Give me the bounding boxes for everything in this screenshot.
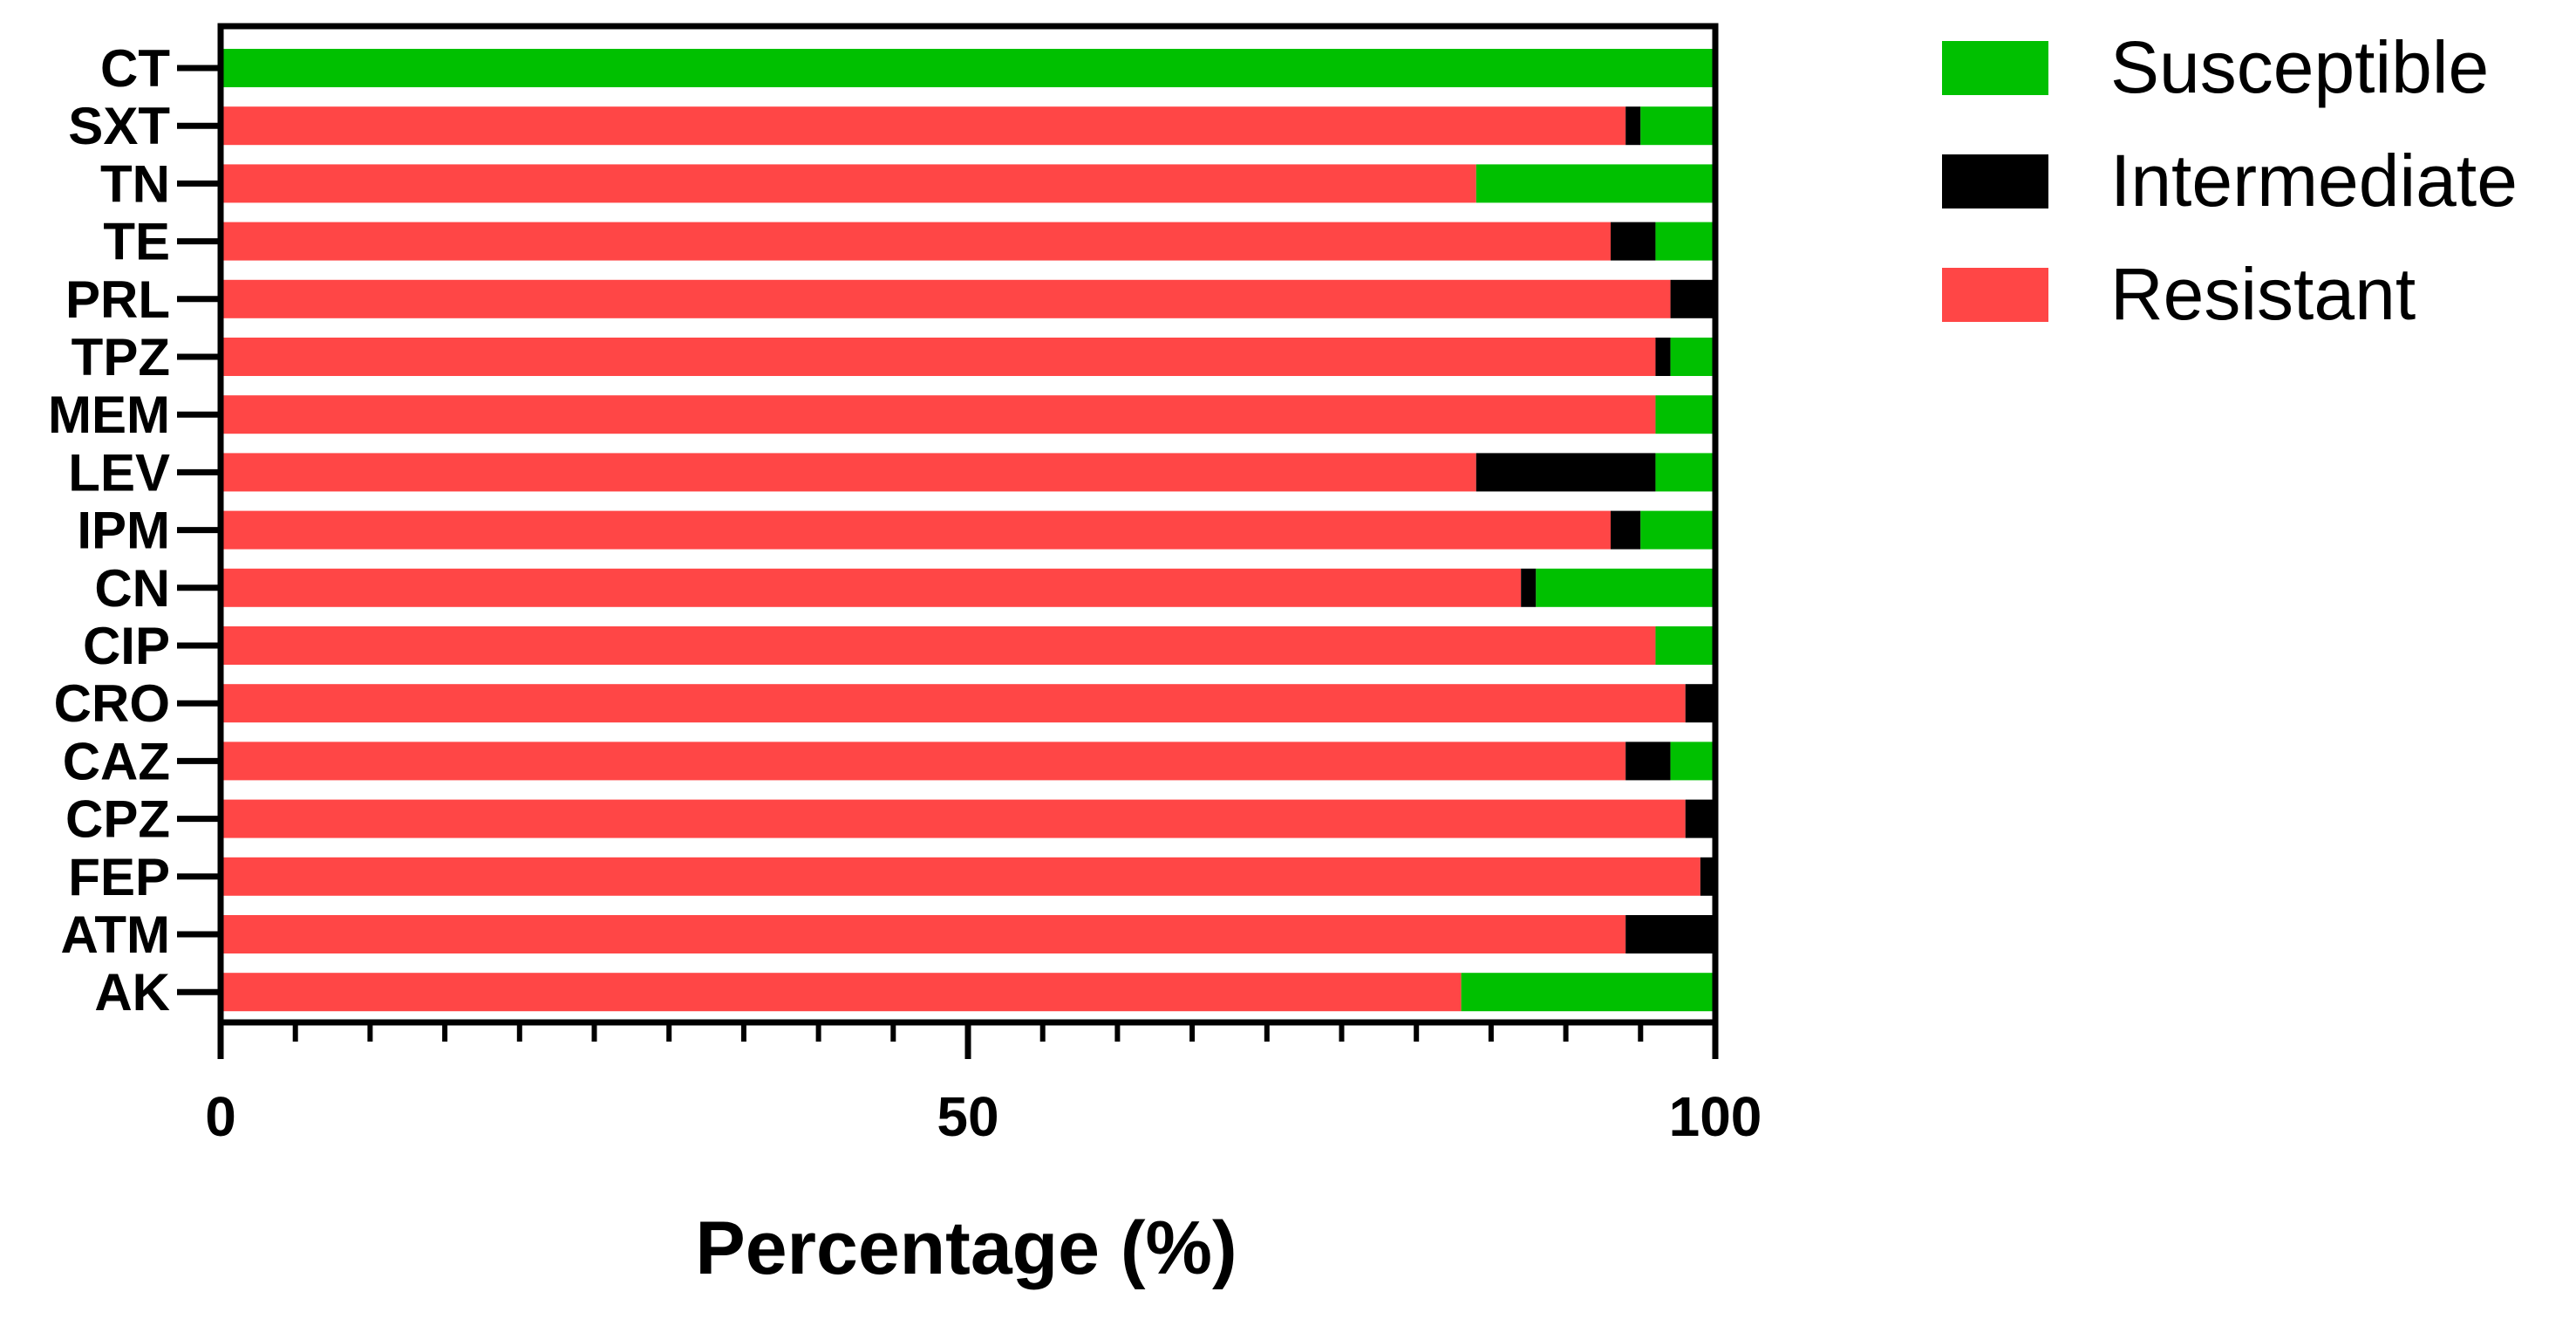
- legend-label-susceptible: Susceptible: [2110, 26, 2489, 108]
- y-tick-label-cip: CIP: [83, 617, 170, 675]
- bar-cpz-resistant: [221, 799, 1686, 838]
- y-tick-label-tn: TN: [100, 154, 170, 213]
- x-tick-labels: 0 50 100: [205, 1085, 1762, 1148]
- bar-cn-resistant: [221, 568, 1522, 607]
- legend-swatch-intermediate: [1942, 154, 2048, 208]
- legend: Susceptible Intermediate Resistant: [1942, 26, 2518, 335]
- y-tick-label-cn: CN: [94, 559, 170, 618]
- bar-caz-resistant: [221, 742, 1626, 781]
- bar-prl-intermediate: [1670, 279, 1715, 318]
- y-tick-label-cpz: CPZ: [65, 790, 170, 849]
- bar-cn-susceptible: [1536, 568, 1715, 607]
- bar-ipm-susceptible: [1640, 510, 1715, 550]
- bar-ipm-resistant: [221, 510, 1612, 550]
- bar-cro-intermediate: [1685, 684, 1715, 723]
- legend-swatch-resistant: [1942, 268, 2048, 322]
- legend-label-resistant: Resistant: [2110, 253, 2416, 335]
- bar-caz-intermediate: [1625, 742, 1671, 781]
- y-tick-label-te: TE: [103, 213, 170, 271]
- bar-mem-resistant: [221, 395, 1656, 434]
- bar-tpz-resistant: [221, 338, 1656, 376]
- x-tick-label-50: 50: [937, 1085, 998, 1148]
- bar-tn-resistant: [221, 164, 1476, 203]
- bar-te-susceptible: [1655, 222, 1715, 261]
- bar-ipm-intermediate: [1611, 510, 1641, 550]
- y-tick-label-atm: ATM: [60, 906, 170, 964]
- bars-layer: [221, 49, 1715, 1012]
- y-tick-label-fep: FEP: [68, 848, 170, 906]
- axes-layer: [177, 23, 1719, 1059]
- bar-lev-susceptible: [1655, 453, 1715, 492]
- bar-tpz-susceptible: [1670, 338, 1715, 376]
- bar-lev-intermediate: [1475, 453, 1656, 492]
- y-tick-label-lev: LEV: [68, 443, 170, 502]
- bar-ct-susceptible: [221, 49, 1715, 87]
- bar-sxt-resistant: [221, 106, 1626, 146]
- bar-lev-resistant: [221, 453, 1476, 492]
- bar-ak-resistant: [221, 973, 1462, 1012]
- y-tick-label-sxt: SXT: [68, 97, 170, 155]
- bar-te-intermediate: [1611, 222, 1656, 261]
- y-tick-label-cro: CRO: [54, 674, 170, 733]
- bar-atm-resistant: [221, 915, 1626, 953]
- x-axis-title: Percentage (%): [695, 1206, 1237, 1290]
- bar-sxt-intermediate: [1625, 106, 1641, 146]
- bar-caz-susceptible: [1670, 742, 1715, 781]
- bar-cn-intermediate: [1521, 568, 1537, 607]
- x-tick-label-0: 0: [205, 1085, 236, 1148]
- bar-tn-susceptible: [1475, 164, 1715, 203]
- bar-ak-susceptible: [1461, 973, 1715, 1012]
- bar-atm-intermediate: [1625, 915, 1715, 953]
- bar-cpz-intermediate: [1685, 799, 1715, 838]
- bar-prl-resistant: [221, 279, 1671, 318]
- bar-fep-intermediate: [1700, 857, 1715, 896]
- y-tick-labels: CTSXTTNTEPRLTPZMEMLEVIPMCNCIPCROCAZCPZFE…: [48, 39, 170, 1022]
- legend-swatch-susceptible: [1942, 41, 2048, 95]
- x-tick-label-100: 100: [1669, 1085, 1762, 1148]
- bar-te-resistant: [221, 222, 1612, 261]
- y-tick-label-ipm: IPM: [77, 502, 170, 560]
- y-tick-label-ct: CT: [100, 39, 170, 98]
- bar-cip-susceptible: [1655, 626, 1715, 665]
- bar-mem-susceptible: [1655, 395, 1715, 434]
- bar-tpz-intermediate: [1655, 338, 1671, 376]
- bar-cip-resistant: [221, 626, 1656, 665]
- bar-cro-resistant: [221, 684, 1686, 723]
- bar-fep-resistant: [221, 857, 1700, 896]
- y-tick-label-prl: PRL: [65, 270, 170, 329]
- y-tick-label-tpz: TPZ: [72, 328, 170, 386]
- bar-sxt-susceptible: [1640, 106, 1715, 146]
- y-tick-label-caz: CAZ: [63, 732, 170, 790]
- legend-label-intermediate: Intermediate: [2110, 140, 2518, 222]
- y-tick-label-mem: MEM: [48, 386, 170, 444]
- y-tick-label-ak: AK: [94, 963, 170, 1022]
